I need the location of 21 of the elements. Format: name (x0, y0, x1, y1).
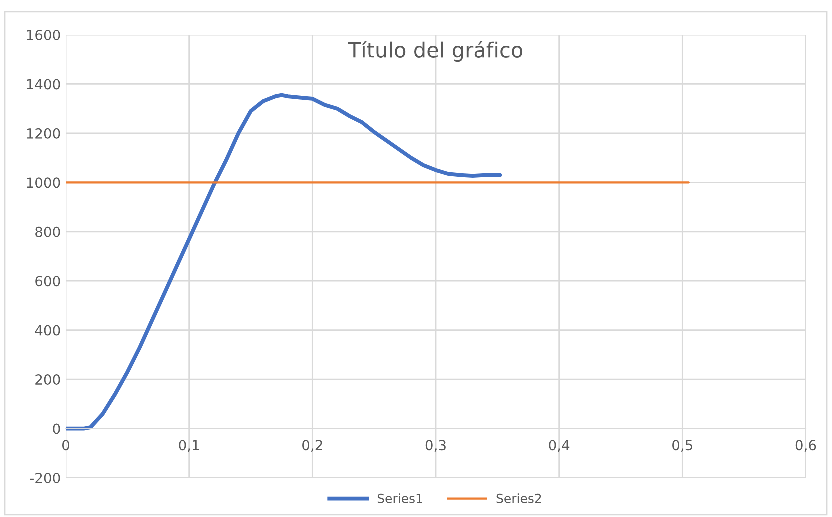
legend-label: Series2 (496, 494, 542, 504)
y-tick-label: -200 (30, 472, 60, 484)
x-tick-label: 0,3 (426, 440, 446, 452)
legend-label: Series1 (378, 494, 422, 504)
y-tick-label: 600 (36, 276, 60, 287)
x-tick-label: 0,1 (179, 440, 200, 452)
x-tick-label: 0,2 (302, 440, 322, 452)
chart-title: Título del gráfico (348, 41, 523, 62)
y-tick-label: 1400 (27, 79, 60, 90)
y-tick-label: 800 (36, 226, 60, 238)
line-series (66, 93, 502, 431)
y-tick-label: 1000 (27, 178, 60, 188)
y-tick-label: 1200 (27, 128, 60, 139)
x-tick-label: 0,5 (672, 440, 692, 452)
y-tick-label: 0 (53, 424, 60, 434)
y-tick-label: 200 (36, 374, 60, 386)
y-tick-label: 1600 (27, 30, 60, 40)
x-tick-label: 0,6 (796, 440, 816, 452)
x-tick-label: 0 (62, 440, 70, 451)
x-tick-label: 0,4 (549, 440, 570, 452)
y-tick-label: 400 (35, 325, 60, 336)
